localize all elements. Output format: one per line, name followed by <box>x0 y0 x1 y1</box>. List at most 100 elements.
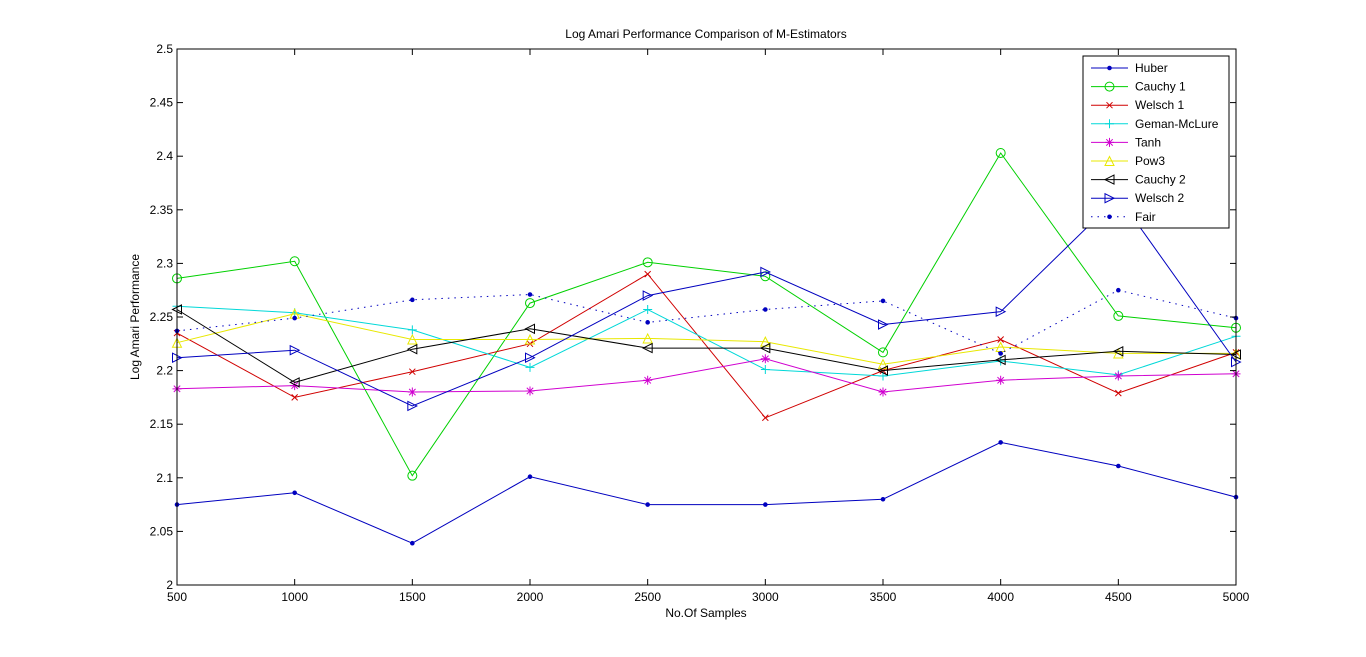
legend-marker <box>1105 119 1114 129</box>
tick-layer: 500 1000 1500 2000 2500 3000 3500 4000 4500 5000 2… <box>150 42 1250 604</box>
data-point-pow3 <box>642 332 653 344</box>
legend-marker <box>1107 65 1112 71</box>
data-point-welsch-2 <box>289 344 301 356</box>
legend-item-tanh: Tanh <box>1091 135 1161 149</box>
data-point-welsch-1 <box>408 368 416 376</box>
legend-marker <box>1104 192 1116 204</box>
series-line-pow3 <box>176 313 1236 365</box>
legend-label: Pow3 <box>1135 154 1165 168</box>
legend-item-cauchy-1: Cauchy 1 <box>1091 80 1186 94</box>
y-tick-label: 2 <box>166 578 173 592</box>
series-line-cauchy-2 <box>176 309 1237 383</box>
data-point-cauchy-2 <box>1112 345 1124 357</box>
legend-marker <box>1105 137 1114 147</box>
legend-marker <box>1104 155 1115 166</box>
data-point-cauchy-2 <box>406 343 418 355</box>
data-point-cauchy-1 <box>289 256 300 267</box>
data-point-cauchy-1 <box>995 147 1006 158</box>
data-point-tanh <box>760 354 770 364</box>
legend-label: Cauchy 2 <box>1135 173 1186 187</box>
legend-item-pow3: Pow3 <box>1091 154 1165 168</box>
y-tick-label: 2.45 <box>150 96 174 110</box>
data-point-cauchy-2 <box>524 323 535 335</box>
data-point-cauchy-2 <box>759 342 771 354</box>
data-point-cauchy-1 <box>878 347 888 358</box>
data-point-fair <box>645 320 650 325</box>
legend-label: Welsch 2 <box>1135 191 1184 205</box>
data-point-tanh <box>1113 371 1123 381</box>
data-point-welsch-1 <box>997 336 1005 343</box>
data-point-welsch-1 <box>644 270 652 278</box>
series-line-welsch-1 <box>176 273 1237 419</box>
data-point-fair <box>527 292 533 297</box>
legend-label: Geman-McLure <box>1135 117 1219 131</box>
series-line-cauchy-1 <box>176 152 1237 477</box>
data-point-fair <box>763 307 768 312</box>
legend-item-fair: Fair <box>1091 210 1156 224</box>
x-tick-label: 1500 <box>399 590 426 604</box>
y-tick-label: 2.3 <box>156 256 173 270</box>
data-point-cauchy-2 <box>642 342 653 354</box>
data-point-welsch-1 <box>761 414 769 422</box>
data-point-welsch-2 <box>525 352 536 364</box>
legend-label: Tanh <box>1135 135 1161 149</box>
data-point-tanh <box>407 387 417 397</box>
legend-label: Huber <box>1135 61 1168 75</box>
data-point-tanh <box>643 375 653 385</box>
legend: Huber Cauchy 1 Welsch 1 Geman-McLure Tanh Pow… <box>1082 55 1230 229</box>
data-point-pow3 <box>407 333 418 345</box>
x-tick-label: 2000 <box>517 590 544 604</box>
legend-item-geman-mclure: Geman-McLure <box>1091 117 1219 131</box>
data-point-fair <box>1116 287 1121 293</box>
y-tick-label: 2.1 <box>156 471 173 485</box>
data-point-welsch-1 <box>1114 389 1122 397</box>
data-point-welsch-2 <box>760 266 771 278</box>
data-point-cauchy-2 <box>289 377 300 388</box>
data-point-tanh <box>525 386 535 396</box>
x-tick-label: 2500 <box>634 590 661 604</box>
x-tick-label: 3500 <box>870 590 897 604</box>
legend-marker <box>1103 174 1115 185</box>
x-axis-label: No.Of Samples <box>665 606 746 620</box>
data-point-cauchy-2 <box>995 354 1006 366</box>
data-point-huber <box>998 440 1003 445</box>
y-tick-label: 2.25 <box>150 310 174 324</box>
x-tick-label: 500 <box>167 590 187 604</box>
chart-title: Log Amari Performance Comparison of M-Es… <box>565 27 846 41</box>
data-point-tanh <box>878 387 888 397</box>
legend-marker <box>1104 81 1115 92</box>
y-axis-label: Log Amari Performance <box>128 254 142 380</box>
data-point-cauchy-2 <box>877 365 888 376</box>
data-point-cauchy-1 <box>1113 310 1124 321</box>
legend-label: Cauchy 1 <box>1135 80 1186 94</box>
data-point-pow3 <box>524 333 536 345</box>
data-point-fair <box>410 297 415 303</box>
data-point-cauchy-1 <box>525 298 535 309</box>
legend-marker <box>1107 214 1112 220</box>
data-point-pow3 <box>1113 347 1124 359</box>
y-tick-label: 2.2 <box>156 364 173 378</box>
data-point-tanh <box>996 375 1006 385</box>
data-point-geman-mclure <box>525 362 535 372</box>
data-point-huber <box>1116 463 1121 469</box>
series-line-welsch-2 <box>176 196 1237 407</box>
y-tick-label: 2.15 <box>150 417 174 431</box>
data-point-fair <box>998 351 1003 356</box>
y-tick-label: 2.35 <box>150 203 174 217</box>
data-point-huber <box>645 502 650 507</box>
series-line-geman-mclure <box>176 305 1237 377</box>
series-line-tanh <box>176 358 1237 393</box>
y-tick-label: 2.05 <box>150 524 174 538</box>
data-point-fair <box>880 298 886 304</box>
y-tick-label: 2.5 <box>156 42 173 56</box>
series-layer <box>171 147 1242 546</box>
legend-box <box>1082 55 1230 229</box>
series-pow3 <box>171 308 1242 370</box>
data-point-tanh <box>290 381 300 391</box>
series-huber <box>174 440 1239 546</box>
legend-marker <box>1106 101 1113 109</box>
legend-item-cauchy-2: Cauchy 2 <box>1091 173 1186 187</box>
x-tick-label: 4000 <box>987 590 1014 604</box>
data-point-huber <box>292 490 297 496</box>
